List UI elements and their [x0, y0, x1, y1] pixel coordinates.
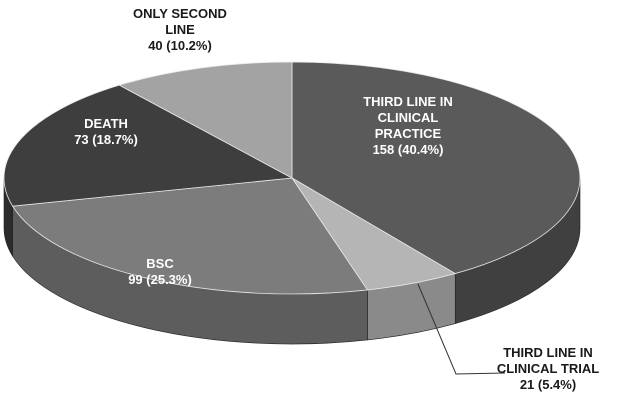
slice-name-label: THIRD LINE IN	[363, 94, 453, 109]
slice-label-only_second: ONLY SECOND LINE 40 (10.2%)	[133, 6, 227, 53]
slice-label-bsc: BSC 99 (25.3%)	[128, 256, 192, 287]
pie-slice-death	[3, 84, 294, 207]
pie-slice-bsc	[11, 177, 369, 295]
pie-top-faces	[3, 61, 581, 295]
slice-value-label: 99 (25.3%)	[128, 272, 192, 287]
leader-line-third_trial	[417, 283, 506, 375]
slice-name-label: LINE	[165, 22, 195, 37]
slice-value-label: 40 (10.2%)	[148, 38, 212, 53]
slice-name-label: CLINICAL	[378, 110, 439, 125]
pie-slice-only_second	[118, 61, 293, 179]
pie-slice-third_clinical	[291, 61, 581, 274]
slice-value-label: 73 (18.7%)	[74, 132, 138, 147]
leader-lines	[417, 283, 506, 375]
slice-label-third_clinical: THIRD LINE IN CLINICAL PRACTICE 158 (40.4%)	[363, 94, 453, 157]
slice-name-label: CLINICAL TRIAL	[497, 361, 599, 376]
slice-labels: THIRD LINE IN CLINICAL PRACTICE 158 (40.4%)…	[74, 6, 599, 392]
slice-label-third_trial: THIRD LINE IN CLINICAL TRIAL 21 (5.4%)	[497, 345, 599, 392]
slice-name-label: ONLY SECOND	[133, 6, 227, 21]
slice-value-label: 21 (5.4%)	[520, 377, 576, 392]
slice-name-label: THIRD LINE IN	[503, 345, 593, 360]
slice-name-label: DEATH	[84, 116, 128, 131]
slice-name-label: PRACTICE	[375, 126, 442, 141]
slice-value-label: 158 (40.4%)	[373, 142, 444, 157]
slice-name-label: BSC	[146, 256, 174, 271]
slice-label-death: DEATH 73 (18.7%)	[74, 116, 138, 147]
